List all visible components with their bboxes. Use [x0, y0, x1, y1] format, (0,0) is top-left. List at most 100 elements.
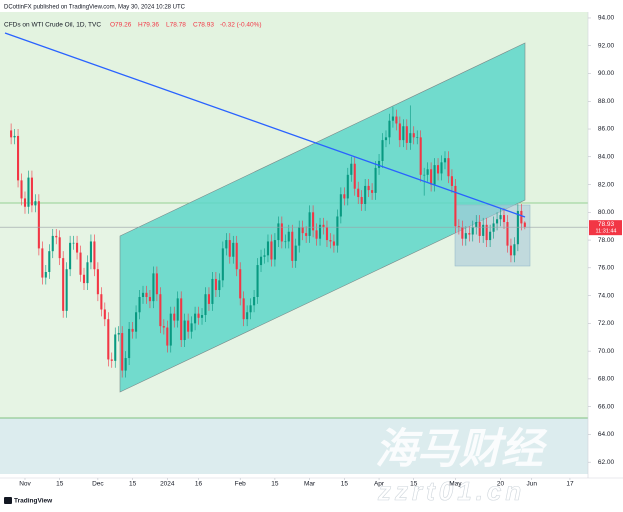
candle-body: [242, 298, 245, 320]
candle-body: [325, 227, 329, 241]
ohlc-close: C78.93: [193, 22, 214, 29]
candle-body: [17, 135, 20, 181]
candle-body: [190, 323, 193, 332]
candle-body: [194, 313, 197, 324]
x-tick-label: 15: [410, 481, 418, 488]
candle-body: [169, 313, 172, 346]
candle-body: [287, 231, 290, 242]
y-tick-label: 80.00: [598, 209, 615, 216]
trend-line: [4, 32, 526, 218]
candle-body: [301, 227, 304, 234]
candle-body: [141, 292, 145, 297]
candle-body: [402, 126, 405, 141]
logo-mark: [4, 497, 12, 504]
candle-body: [246, 312, 249, 320]
candle-body: [263, 255, 266, 257]
candle-body: [305, 233, 308, 236]
candle-body: [318, 224, 322, 239]
candle-body: [353, 163, 356, 189]
candle-body: [180, 298, 183, 341]
countdown-label: 11:31:44: [595, 229, 616, 235]
ohlc-high: H79.36: [138, 22, 159, 29]
candle-body: [273, 240, 276, 260]
x-tick-label: 2024: [160, 481, 175, 488]
candle-body: [239, 269, 242, 299]
candle-body: [166, 327, 169, 346]
y-tick-label: 74.00: [598, 292, 615, 299]
candle-body: [249, 305, 252, 313]
candle-body: [482, 224, 485, 236]
candle-body: [461, 227, 464, 239]
candle-body: [405, 126, 408, 143]
candle-body: [391, 116, 394, 121]
candle-body: [371, 190, 374, 193]
x-tick-label: 17: [566, 481, 574, 488]
candle-body: [437, 165, 440, 174]
candle-body: [430, 169, 433, 185]
brand-name: TradingView: [14, 498, 53, 505]
candle-body: [291, 231, 294, 261]
candle-body: [207, 294, 210, 304]
candle-body: [499, 215, 502, 220]
y-tick-label: 76.00: [598, 265, 615, 272]
y-tick-label: 78.00: [598, 237, 615, 244]
candle-body: [221, 248, 224, 281]
candle-body: [76, 242, 79, 253]
candle-body: [492, 223, 495, 232]
candle-body: [454, 185, 457, 227]
candle-body: [228, 240, 231, 257]
candle-body: [378, 160, 381, 168]
candle-body: [225, 240, 228, 249]
candle-body: [48, 251, 51, 272]
candle-body: [155, 273, 158, 295]
y-tick-label: 90.00: [598, 70, 615, 77]
y-tick-label: 72.00: [598, 320, 615, 327]
candle-body: [23, 198, 27, 207]
candle-body: [58, 237, 61, 259]
candle-body: [114, 334, 117, 361]
candle-body: [100, 294, 103, 310]
candle-body: [93, 241, 96, 270]
y-tick-label: 82.00: [598, 181, 615, 188]
publisher: DCottinFX published on TradingView.com, …: [4, 5, 186, 11]
candle-body: [509, 245, 512, 256]
candle-body: [298, 227, 301, 246]
candle-body: [187, 320, 190, 332]
candle-body: [135, 312, 138, 332]
x-tick-label: Apr: [374, 481, 385, 488]
candle-body: [121, 333, 124, 371]
regression-channel: [119, 42, 526, 393]
candle-body: [176, 298, 179, 321]
candle-body: [384, 137, 388, 141]
candle-body: [183, 320, 186, 341]
candle-body: [443, 158, 447, 163]
candle-body: [468, 233, 471, 235]
legend-header: CFDs on WTI Crude Oil, 1D, TVC O79.26 H7…: [4, 22, 262, 29]
candle-body: [200, 315, 204, 318]
x-tick-label: May: [449, 481, 462, 488]
candle-body: [96, 269, 99, 295]
candle-body: [364, 185, 367, 204]
candle-body: [516, 210, 519, 245]
candle-body: [423, 174, 426, 176]
candle-body: [381, 140, 384, 161]
watermark-title: 海马财经: [375, 425, 548, 472]
candle-body: [55, 235, 58, 238]
candle-body: [440, 162, 443, 174]
x-tick-label: Mar: [304, 481, 316, 488]
x-tick-label: Feb: [235, 481, 247, 488]
candle-body: [211, 278, 214, 304]
candle-body: [350, 163, 353, 175]
candle-body: [464, 233, 467, 239]
x-tick-label: 15: [56, 481, 64, 488]
candle-body: [336, 216, 339, 246]
candle-body: [332, 241, 335, 246]
candle-body: [266, 241, 270, 256]
candle-body: [322, 224, 325, 228]
symbol-title: CFDs on WTI Crude Oil, 1D, TVC: [4, 22, 101, 29]
zone-lower: [0, 418, 588, 474]
candle-body: [478, 222, 481, 236]
ohlc-low: L78.78: [166, 22, 186, 29]
candle-body: [374, 167, 377, 193]
